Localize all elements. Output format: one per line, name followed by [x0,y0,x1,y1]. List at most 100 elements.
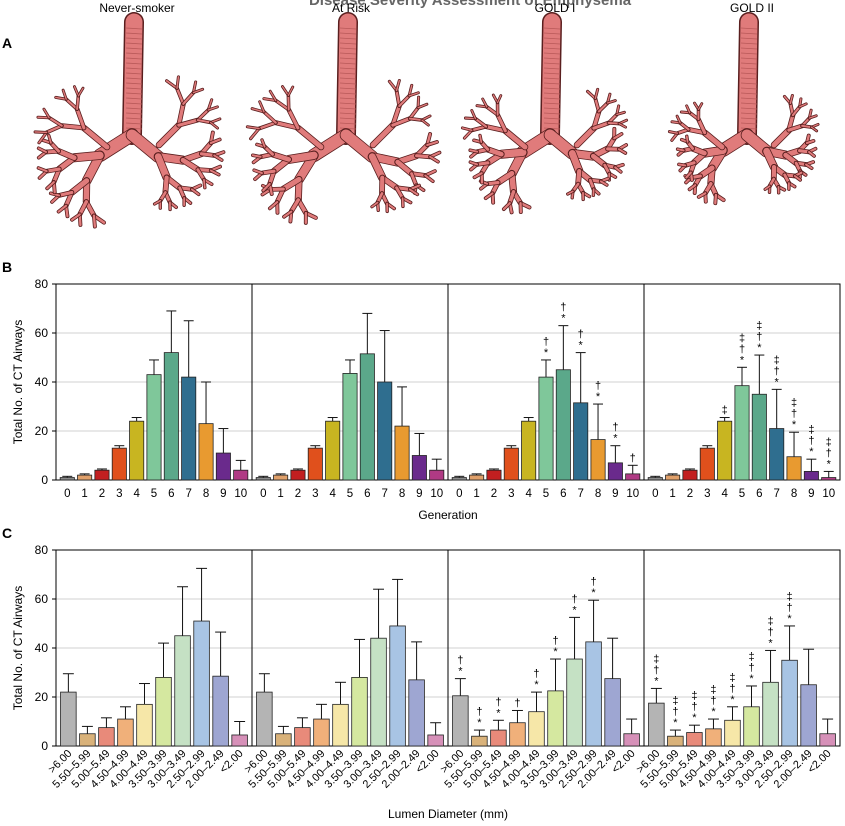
significance-mark: † [552,635,558,647]
significance-mark: † [729,683,735,695]
x-tick-label: 0 [260,488,266,500]
significance-mark: ‡ [808,424,814,436]
bar [332,703,349,747]
significance-mark: * [792,419,797,431]
y-tick-label: 80 [35,543,49,557]
x-tick-label: 9 [808,488,814,500]
bar [781,659,798,747]
significance-mark: * [553,646,558,658]
bar [607,462,623,481]
panel-letter-b: B [2,259,12,275]
significance-mark: † [787,602,793,614]
significance-mark: ‡ [722,405,728,417]
significance-mark: † [543,336,549,348]
bar [682,469,698,481]
bar [469,474,485,481]
bar [521,420,537,481]
significance-mark: † [672,706,678,718]
significance-mark: † [495,696,501,708]
x-tick-label: 1 [473,488,479,500]
x-tick-label: 7 [185,488,191,500]
bar [743,706,760,747]
bar [342,373,358,481]
x-tick-label: 8 [791,488,797,500]
x-axis-label: Generation [418,508,477,522]
x-tick-label: 9 [220,488,226,500]
x-tick-label: 3 [704,488,710,500]
bar [429,469,445,481]
significance-mark: ‡ [739,332,745,344]
bar [231,734,248,747]
significance-mark: † [630,452,636,464]
bar [803,471,819,481]
y-tick-label: 20 [35,424,49,438]
significance-mark: † [476,706,482,718]
significance-mark: ‡ [729,672,735,684]
bar [193,620,210,747]
significance-mark: † [514,697,520,709]
x-tick-label: 3 [116,488,122,500]
chart-panel: 0 1 2 3 4 5 6 7 8 9 10 [251,283,449,500]
significance-mark: † [756,331,762,343]
bar [648,702,665,747]
bar [762,681,779,747]
x-tick-label: 0 [456,488,462,500]
significance-mark: † [457,655,463,667]
y-axis-label: Total No. of CT Airways [11,320,25,445]
significance-mark: * [768,637,773,649]
airway-tree [245,12,442,225]
bar [486,469,502,481]
panel-letter-c: C [2,525,12,541]
significance-mark: † [595,380,601,392]
bar [585,641,602,747]
group-label-at-risk: At Risk [332,1,371,15]
x-tick-label: 6 [756,488,762,500]
significance-mark: † [571,593,577,605]
airway-tree [33,12,226,229]
x-tick-label: 9 [416,488,422,500]
group-label-never-smoker: Never-smoker [99,1,174,15]
significance-mark: * [757,342,762,354]
significance-mark: ‡ [653,653,659,665]
x-tick-label: 10 [430,488,443,500]
significance-mark: * [534,679,539,691]
bar [111,447,127,481]
significance-mark: * [477,717,482,729]
bar [800,684,817,747]
x-tick-label: 1 [277,488,283,500]
significance-mark: † [739,343,745,355]
bar [503,447,519,481]
bar [181,376,197,481]
bar [117,718,134,747]
x-tick-label: 5 [151,488,157,500]
y-tick-label: 60 [35,326,49,340]
bar [273,474,289,481]
bar [163,352,179,481]
x-tick-label: 2 [99,488,105,500]
significance-mark: * [613,433,618,445]
x-tick-label: 6 [168,488,174,500]
y-tick-label: 40 [35,375,49,389]
bar [294,727,311,747]
significance-mark: † [767,626,773,638]
bar [604,678,621,747]
x-tick-label: 4 [133,488,140,500]
chart-panel: 0 1 2 3‡4*†‡5*†‡6*†‡7*†‡8*†‡9*†‡10 [643,283,841,500]
x-tick-label: 4 [329,488,336,500]
x-tick-label: 4 [525,488,532,500]
bar [573,402,589,481]
x-tick-label: 5 [347,488,353,500]
bar [786,456,802,481]
bar [667,735,684,747]
bar [359,353,375,481]
y-tick-label: 0 [41,739,48,753]
bar [377,381,393,481]
significance-mark: * [591,587,596,599]
x-tick-label: 10 [626,488,639,500]
x-tick-label: 7 [773,488,779,500]
airway-tree [667,12,820,206]
significance-mark: ‡ [826,436,832,448]
significance-mark: † [791,408,797,420]
